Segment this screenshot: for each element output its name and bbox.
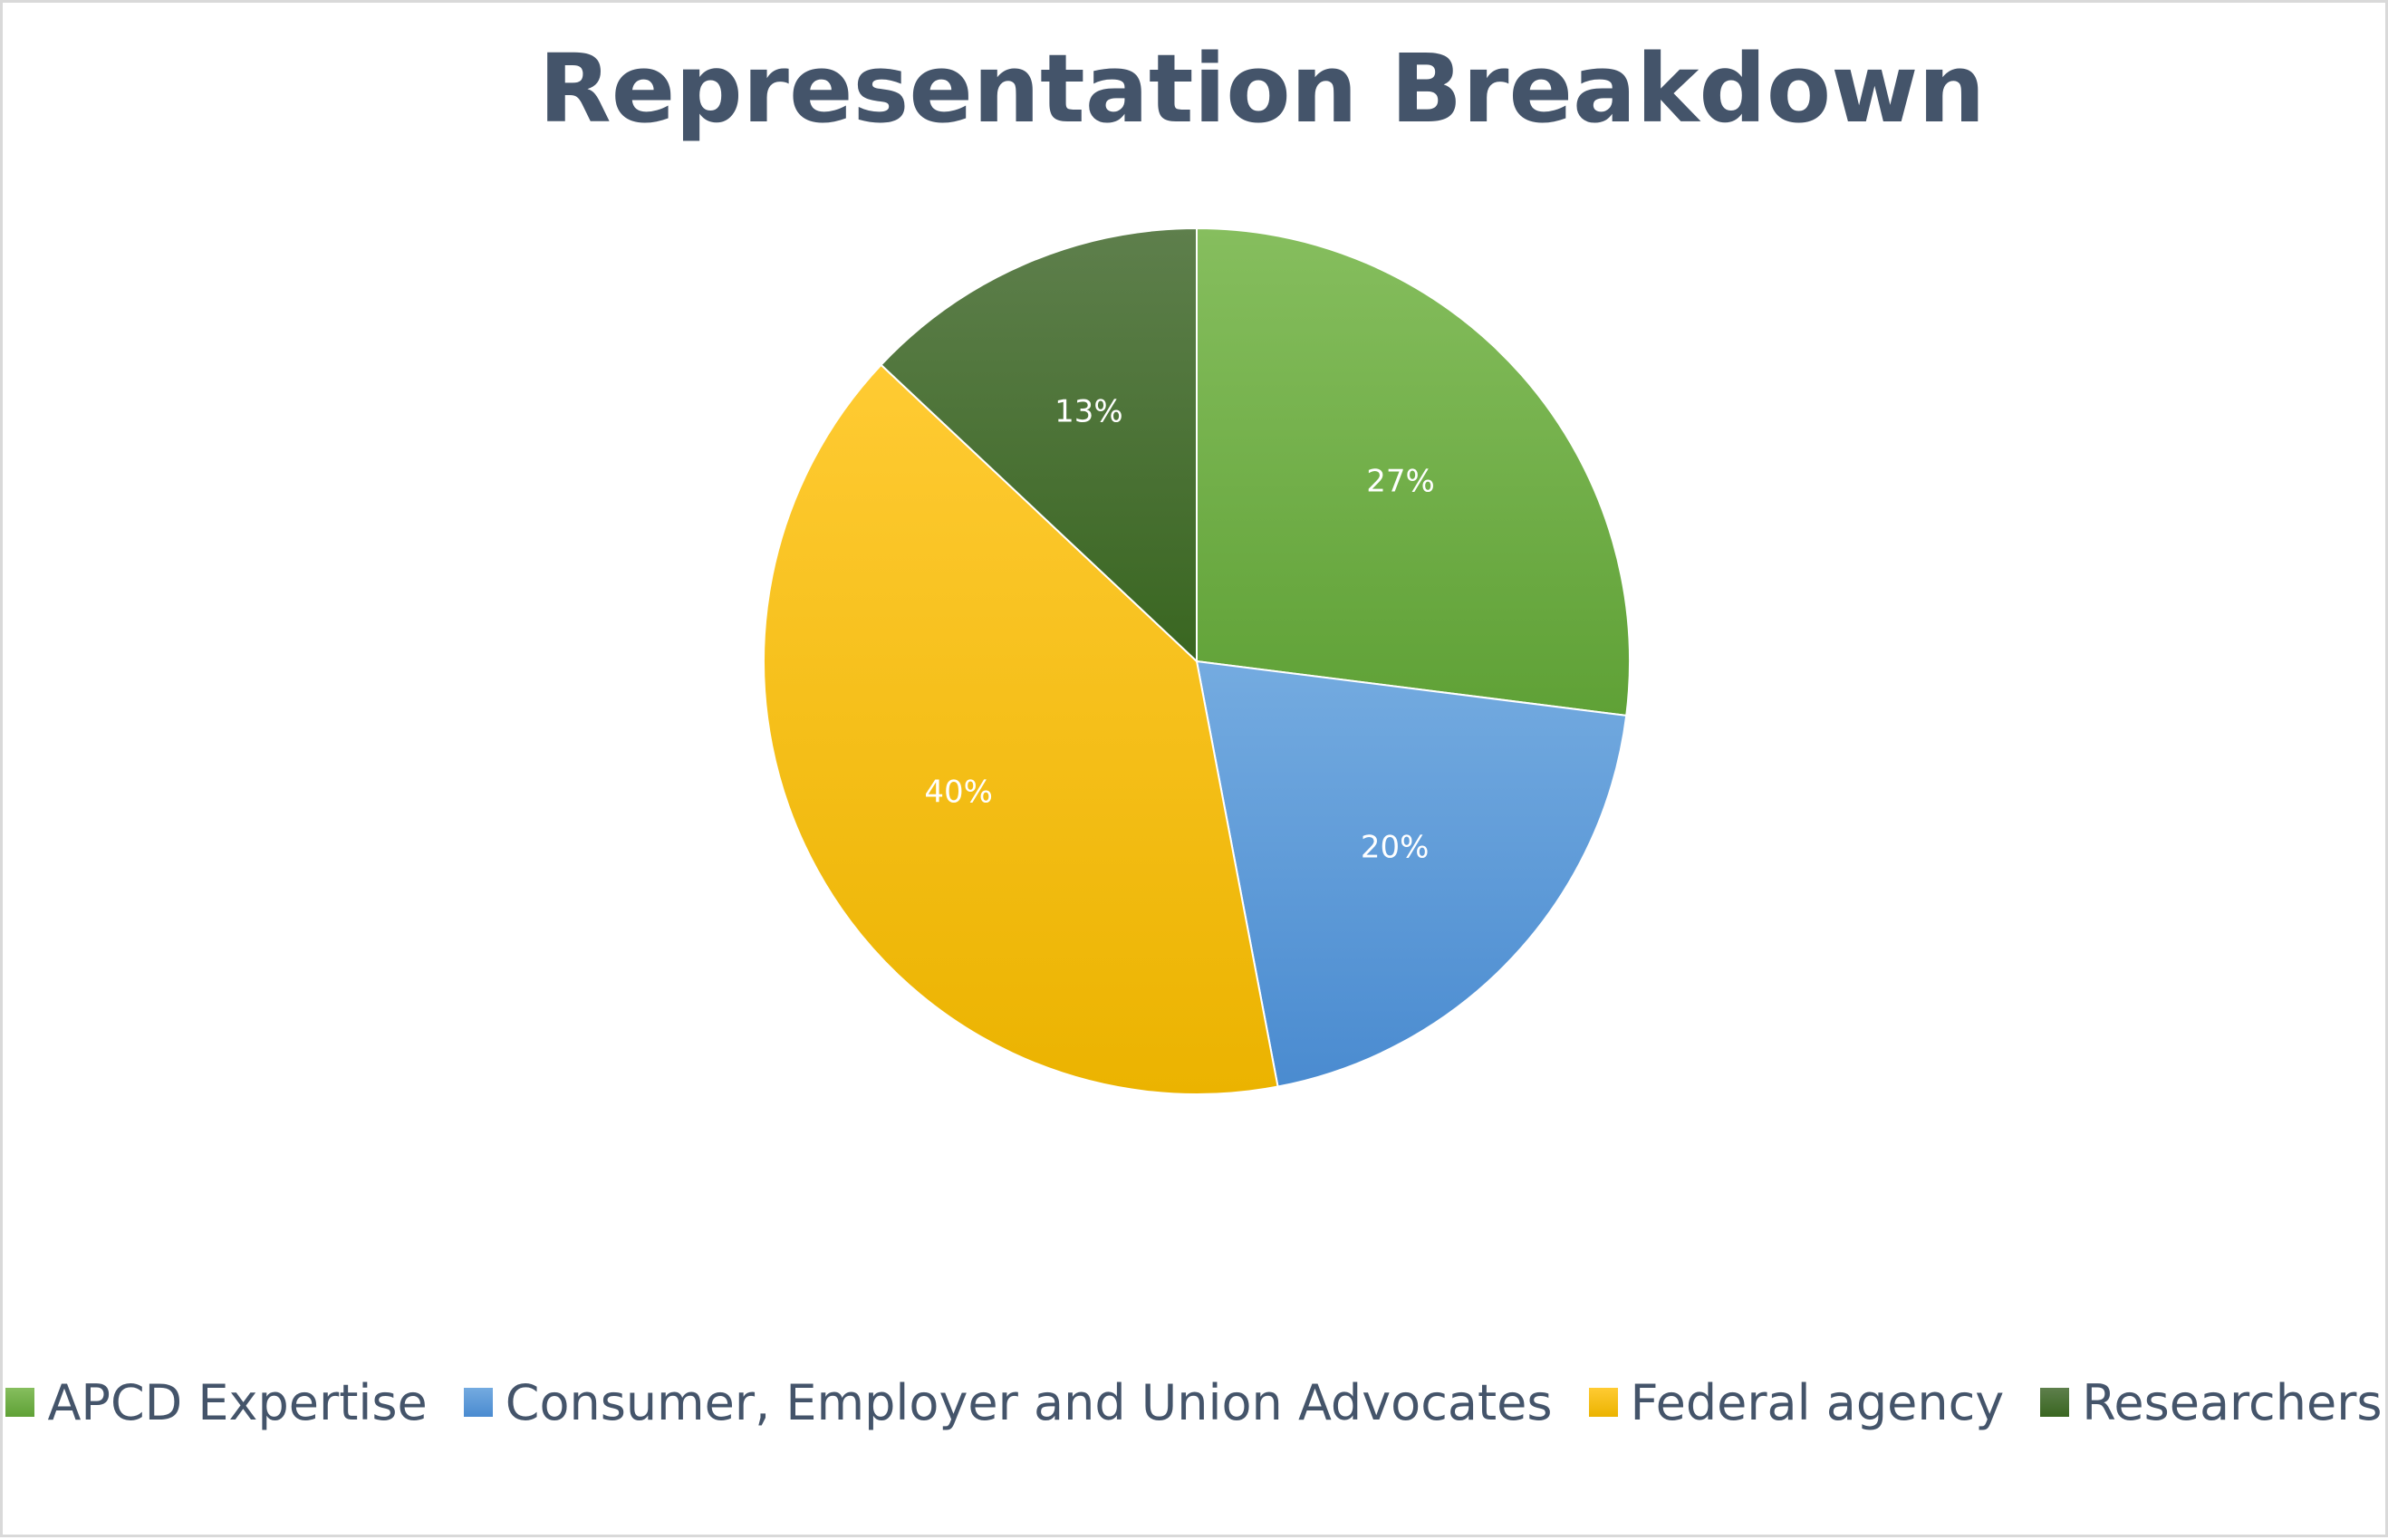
legend-item-federal-agency[interactable]: Federal agency (1588, 1373, 2005, 1431)
legend-swatch-advocates (463, 1388, 493, 1417)
data-label-federal-agency: 40% (924, 775, 993, 811)
chart-legend: APCD Expertise Consumer, Employer and Un… (3, 1362, 2385, 1443)
data-label-advocates: 20% (1361, 829, 1430, 865)
data-label-apcd-expertise: 27% (1366, 464, 1435, 500)
legend-swatch-apcd-expertise (5, 1388, 35, 1417)
pie-slices (763, 226, 1631, 1095)
pie-slice-advocates[interactable] (1195, 659, 1628, 1088)
pie-chart: 27% 20% 40% 13% (763, 226, 1631, 1095)
legend-swatch-federal-agency (1588, 1388, 1618, 1417)
data-label-researchers: 13% (1054, 394, 1123, 430)
pie-slice-apcd-expertise[interactable] (1196, 226, 1631, 717)
pie-data-labels: 27% 20% 40% 13% (924, 394, 1435, 866)
legend-label-researchers: Researchers (2082, 1373, 2383, 1431)
chart-title: Representation Breakdown (538, 34, 1986, 144)
legend-item-researchers[interactable]: Researchers (2040, 1373, 2383, 1431)
legend-label-federal-agency: Federal agency (1630, 1373, 2005, 1431)
legend-swatch-researchers (2040, 1388, 2070, 1417)
legend-label-apcd-expertise: APCD Expertise (47, 1373, 428, 1431)
legend-item-advocates[interactable]: Consumer, Employer and Union Advocates (463, 1373, 1553, 1431)
legend-label-advocates: Consumer, Employer and Union Advocates (505, 1373, 1553, 1431)
pie-slice-researchers[interactable] (880, 226, 1198, 664)
pie-slice-federal-agency[interactable] (763, 363, 1279, 1095)
legend-item-apcd-expertise[interactable]: APCD Expertise (5, 1373, 428, 1431)
